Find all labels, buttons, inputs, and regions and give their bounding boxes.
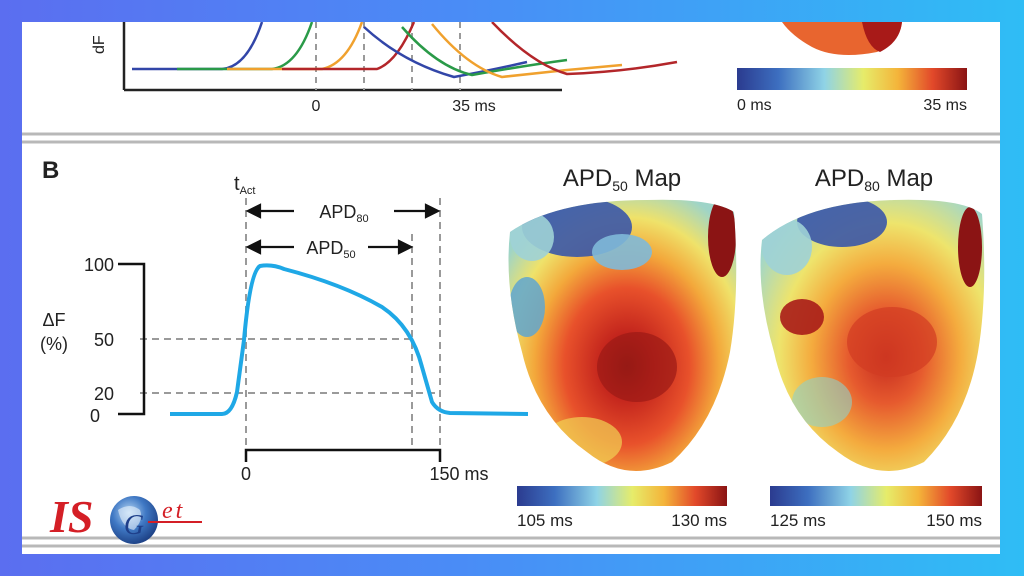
panel-a-ylabel: dF [91,35,108,54]
xtick-0: 0 [241,464,251,484]
panel-a-xtick-35: 35 ms [452,98,496,115]
panel-a-xtick-0: 0 [312,98,321,115]
apd50-colorbar-min: 105 ms [517,511,573,530]
panel-a: dF 0 35 ms 0 ms 35 ms [91,22,967,115]
panel-b-x-axis [244,448,442,462]
panel-a-traces [132,22,678,79]
apd80-heart-map [760,199,985,471]
panel-b-guides [140,198,441,448]
logo-text-is: IS [49,491,93,542]
apd50-colorbar [517,486,727,506]
trace-blue [132,22,264,71]
ytick-0: 0 [90,406,100,426]
apd50-heart-map [508,199,737,471]
apd80-colorbar-min: 125 ms [770,511,826,530]
panel-a-colorbar [737,68,967,90]
isget-logo: IS G et [49,491,202,544]
figure-frame: dF 0 35 ms 0 ms 35 ms B [22,22,1000,554]
t-act-label: tAct [234,173,255,197]
panel-b-ylabel-2: (%) [40,334,68,354]
panel-b: B tAct APD80 APD50 100 5 [40,157,985,530]
ytick-20: 20 [94,384,114,404]
apd80-label: APD80 [319,202,368,225]
panel-b-ylabel-1: ΔF [42,310,65,330]
panel-b-label: B [42,157,59,184]
panel-a-colorbar-min: 0 ms [737,97,772,114]
trace-green [177,22,314,71]
ytick-100: 100 [84,255,114,275]
panel-a-guides [315,22,461,90]
apd80-colorbar [770,486,982,506]
apd50-map-title: APD50 Map [563,165,681,194]
apd50-colorbar-max: 130 ms [671,511,727,530]
trace-orange [227,22,364,71]
apd50-arrow [245,239,414,255]
apd80-colorbar-max: 150 ms [926,511,982,530]
apd80-map-title: APD80 Map [815,165,933,194]
ytick-50: 50 [94,330,114,350]
logo-text-g: G [124,510,144,541]
apd80-arrow [245,203,441,219]
panel-b-y-axis [118,262,146,416]
logo-text-et: et [162,498,185,524]
figure-canvas: dF 0 35 ms 0 ms 35 ms B [22,22,1000,548]
xtick-150: 150 ms [429,464,488,484]
apd50-label: APD50 [306,238,355,261]
trace-red [282,22,416,71]
panel-a-colorbar-max: 35 ms [923,97,967,114]
action-potential-trace [170,263,529,416]
